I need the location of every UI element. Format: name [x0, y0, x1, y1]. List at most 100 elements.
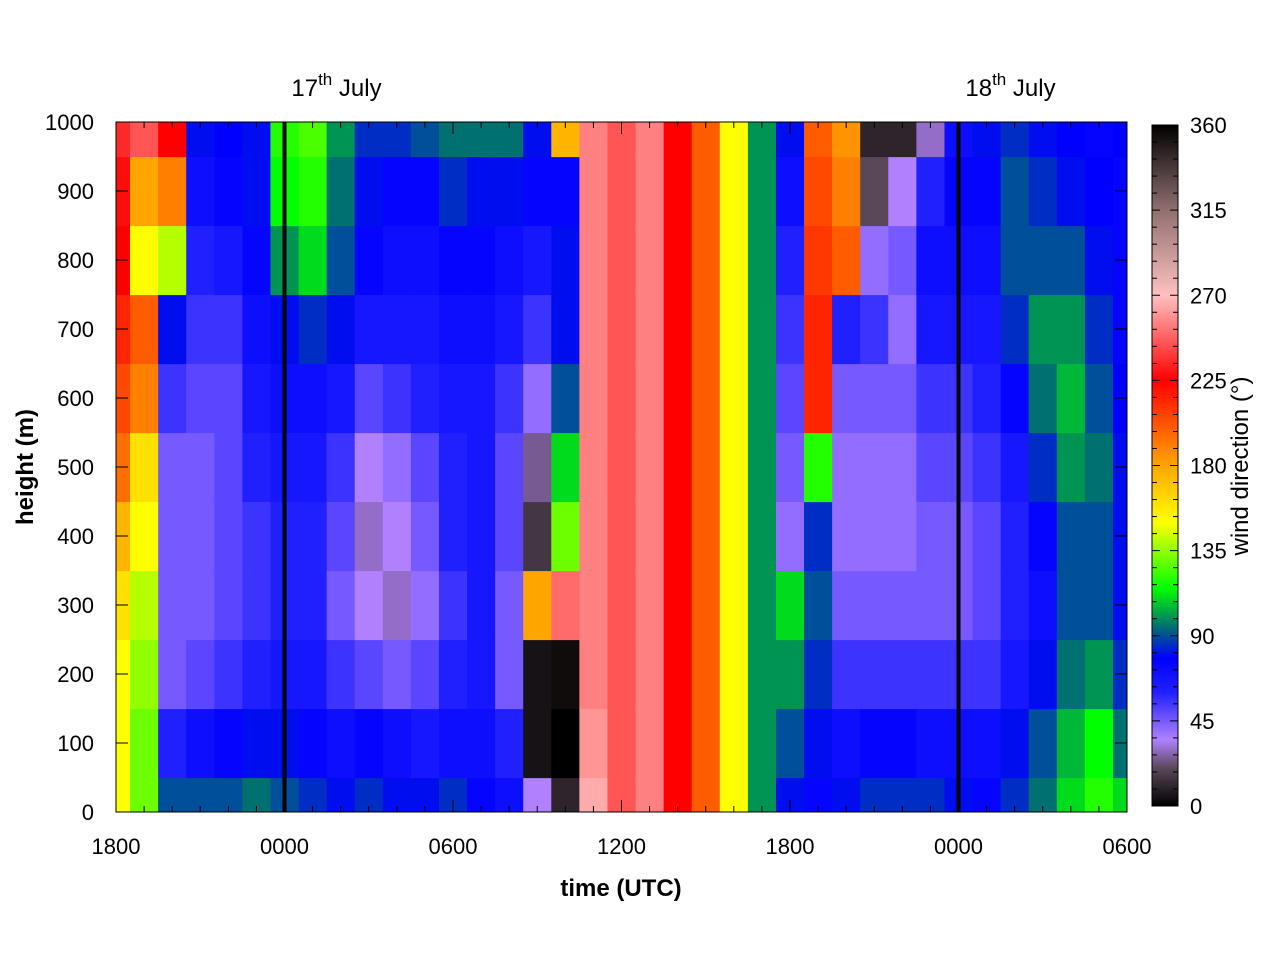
heatmap-cell	[130, 501, 159, 572]
x-tick-label: 0600	[1103, 834, 1152, 859]
heatmap-cell	[214, 156, 243, 227]
heatmap-cell	[467, 156, 496, 227]
heatmap-cell	[916, 501, 946, 572]
heatmap-cell	[298, 501, 328, 572]
heatmap-cell	[663, 294, 693, 365]
heatmap-cell	[916, 156, 946, 227]
heatmap-cell	[1028, 225, 1058, 296]
colorbar-title: wind direction (°)	[1227, 377, 1254, 557]
heatmap-cell	[1084, 639, 1114, 710]
y-tick-label: 400	[57, 524, 94, 549]
heatmap-cell	[916, 432, 946, 503]
heatmap-cell	[663, 432, 693, 503]
heatmap-cell	[888, 363, 917, 434]
heatmap-cell	[663, 639, 693, 710]
heatmap-cell	[298, 570, 328, 641]
heatmap-cell	[804, 156, 833, 227]
heatmap-cell	[410, 294, 440, 365]
heatmap-cell	[888, 432, 917, 503]
heatmap-cell	[775, 294, 805, 365]
heatmap-cell	[354, 708, 384, 779]
heatmap-cell	[691, 294, 721, 365]
heatmap-cell	[1056, 294, 1086, 365]
heatmap-cell	[579, 363, 609, 434]
heatmap-cell	[382, 570, 412, 641]
heatmap-cell	[860, 363, 889, 434]
heatmap-cell	[663, 708, 693, 779]
heatmap-cell	[354, 501, 384, 572]
heatmap-cell	[691, 708, 721, 779]
heatmap-cell	[326, 363, 356, 434]
heatmap-cell	[242, 708, 272, 779]
x-tick-label: 1800	[92, 834, 141, 859]
heatmap-cell	[1112, 122, 1127, 158]
heatmap-cell	[916, 708, 946, 779]
date-marker-lines	[282, 122, 961, 812]
heatmap-cell	[214, 294, 243, 365]
heatmap-cell	[214, 432, 243, 503]
heatmap-cell	[916, 639, 946, 710]
heatmap-cell	[382, 501, 412, 572]
heatmap-cell	[775, 708, 805, 779]
date-labels: 17th July 18th July	[291, 70, 1055, 102]
heatmap-cell	[523, 570, 552, 641]
heatmap-cell	[1056, 363, 1086, 434]
heatmap-cell	[775, 432, 805, 503]
heatmap-cell	[495, 639, 524, 710]
heatmap-cell	[438, 639, 468, 710]
heatmap-cell	[1000, 501, 1030, 572]
heatmap-cell	[551, 156, 580, 227]
heatmap-cell	[354, 570, 384, 641]
heatmap-cell	[158, 156, 187, 227]
heatmap-cell	[1028, 501, 1058, 572]
heatmap-cell	[972, 570, 1002, 641]
heatmap-cell	[719, 225, 749, 296]
heatmap-cell	[326, 570, 356, 641]
heatmap-cell	[298, 363, 328, 434]
heatmap-cell	[635, 639, 665, 710]
heatmap-cell	[438, 501, 468, 572]
heatmap-cell	[130, 639, 159, 710]
heatmap-cell	[1056, 156, 1086, 227]
heatmap-cell	[523, 156, 552, 227]
heatmap-cell	[242, 639, 272, 710]
heatmap-cell	[888, 501, 917, 572]
heatmap-cell	[635, 156, 665, 227]
heatmap-cell	[130, 294, 159, 365]
heatmap-cell	[467, 225, 496, 296]
heatmap-cell	[719, 570, 749, 641]
heatmap-cell	[298, 639, 328, 710]
heatmap-cell	[551, 708, 580, 779]
heatmap-cell	[1084, 156, 1114, 227]
heatmap-cell	[116, 777, 131, 812]
heatmap-cell	[804, 432, 833, 503]
heatmap-cell	[116, 122, 131, 158]
heatmap-cell	[832, 156, 861, 227]
heatmap-cell	[663, 501, 693, 572]
heatmap-cell	[551, 639, 580, 710]
heatmap-cell	[186, 501, 215, 572]
colorbar-tick-label: 270	[1190, 283, 1227, 308]
heatmap-cell	[1084, 708, 1114, 779]
heatmap-cell	[158, 639, 187, 710]
heatmap-cell	[1112, 777, 1127, 812]
heatmap-cell	[158, 708, 187, 779]
heatmap-cell	[747, 708, 777, 779]
heatmap-cell	[1000, 156, 1030, 227]
heatmap-cell	[635, 708, 665, 779]
heatmap-cell	[298, 708, 328, 779]
heatmap-cell	[579, 294, 609, 365]
heatmap-cell	[972, 501, 1002, 572]
heatmap-cell	[719, 294, 749, 365]
heatmap-cell	[747, 639, 777, 710]
heatmap-cell	[860, 432, 889, 503]
heatmap-cell	[579, 570, 609, 641]
heatmap-cell	[1028, 156, 1058, 227]
heatmap-cell	[214, 363, 243, 434]
x-tick-label: 1800	[766, 834, 815, 859]
heatmap-cell	[186, 570, 215, 641]
heatmap-cell	[186, 432, 215, 503]
heatmap-cell	[326, 708, 356, 779]
heatmap-cell	[382, 363, 412, 434]
